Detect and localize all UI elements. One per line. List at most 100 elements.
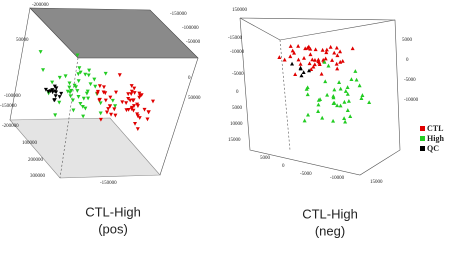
point <box>334 45 339 50</box>
axis-edge <box>239 17 281 41</box>
axis-edge <box>9 7 31 121</box>
point <box>135 114 140 119</box>
point <box>316 97 321 102</box>
point <box>325 92 330 97</box>
point <box>132 104 137 108</box>
point <box>80 105 85 109</box>
point <box>129 107 134 112</box>
left-plot <box>9 7 199 179</box>
axis-edge <box>279 19 396 41</box>
point <box>109 112 114 117</box>
tick-label: 5000 <box>402 38 413 43</box>
point <box>103 71 108 76</box>
tick-label: 150000 <box>232 8 248 13</box>
tick-label: -150000 <box>170 12 187 17</box>
tick-label: 5000 <box>232 106 243 111</box>
point <box>131 108 136 113</box>
point <box>67 81 72 86</box>
axis-edge <box>159 57 199 176</box>
point <box>70 98 75 103</box>
tick-label: 200000 <box>28 158 44 163</box>
point <box>357 83 362 88</box>
points <box>38 43 372 131</box>
point <box>320 115 325 120</box>
point <box>324 47 329 52</box>
point <box>290 48 295 53</box>
point <box>338 86 343 91</box>
point <box>137 91 142 96</box>
point <box>128 98 133 103</box>
point <box>53 89 58 94</box>
tick-label: -10000 <box>404 98 419 103</box>
point <box>98 111 103 116</box>
legend-label: High <box>427 134 444 143</box>
point <box>41 68 46 72</box>
caption: (neg) <box>315 223 345 238</box>
point <box>340 58 345 63</box>
tick-label: 5000 <box>260 156 271 161</box>
point <box>83 72 88 77</box>
point <box>323 56 328 61</box>
legend-swatch <box>420 126 425 131</box>
point <box>97 84 102 89</box>
tick-label: 300000 <box>30 174 46 179</box>
tick-label: -50000 <box>186 40 201 45</box>
point <box>101 85 106 90</box>
point <box>293 72 298 77</box>
point <box>129 92 134 97</box>
point <box>350 46 355 51</box>
point <box>308 52 313 57</box>
point <box>108 104 113 109</box>
tick-label: -150000 <box>0 104 17 109</box>
point <box>137 95 142 100</box>
point <box>85 89 90 94</box>
box-outline <box>239 17 401 176</box>
point <box>129 84 134 88</box>
caption: (pos) <box>98 221 128 236</box>
point <box>345 85 350 89</box>
point <box>57 95 62 99</box>
point <box>296 57 301 62</box>
point <box>72 83 77 88</box>
point <box>98 117 103 122</box>
point <box>332 100 337 105</box>
point <box>43 87 48 92</box>
point <box>288 44 293 48</box>
point <box>343 89 348 93</box>
point <box>323 79 328 84</box>
point <box>337 80 342 84</box>
point <box>328 44 333 49</box>
point <box>126 96 131 101</box>
point <box>106 107 111 111</box>
point <box>77 66 82 71</box>
point <box>360 93 365 97</box>
point <box>88 82 93 87</box>
tick-label: -200000 <box>32 3 49 8</box>
point <box>92 77 97 82</box>
tick-label: -15000 <box>228 36 243 41</box>
legend: CTL High QC <box>420 124 444 153</box>
point <box>302 118 307 123</box>
point <box>81 114 86 119</box>
point <box>135 104 140 108</box>
point <box>137 116 142 120</box>
point <box>282 57 287 62</box>
point <box>132 86 137 91</box>
point <box>76 72 81 77</box>
tick-label: -5000 <box>232 72 244 77</box>
point <box>331 118 336 123</box>
point <box>316 59 321 63</box>
point <box>319 71 324 76</box>
tick-labels: -200000-150000-100000-5000050000050000-1… <box>0 3 419 186</box>
point <box>301 70 306 75</box>
point <box>120 100 125 105</box>
point <box>307 61 312 66</box>
point <box>320 47 325 52</box>
tick-label: 0 <box>236 90 239 95</box>
tick-label: -100000 <box>4 94 21 99</box>
point <box>97 97 102 102</box>
point <box>113 113 118 118</box>
point <box>338 49 343 54</box>
tick-label: -5000 <box>300 172 312 177</box>
point <box>98 101 103 106</box>
